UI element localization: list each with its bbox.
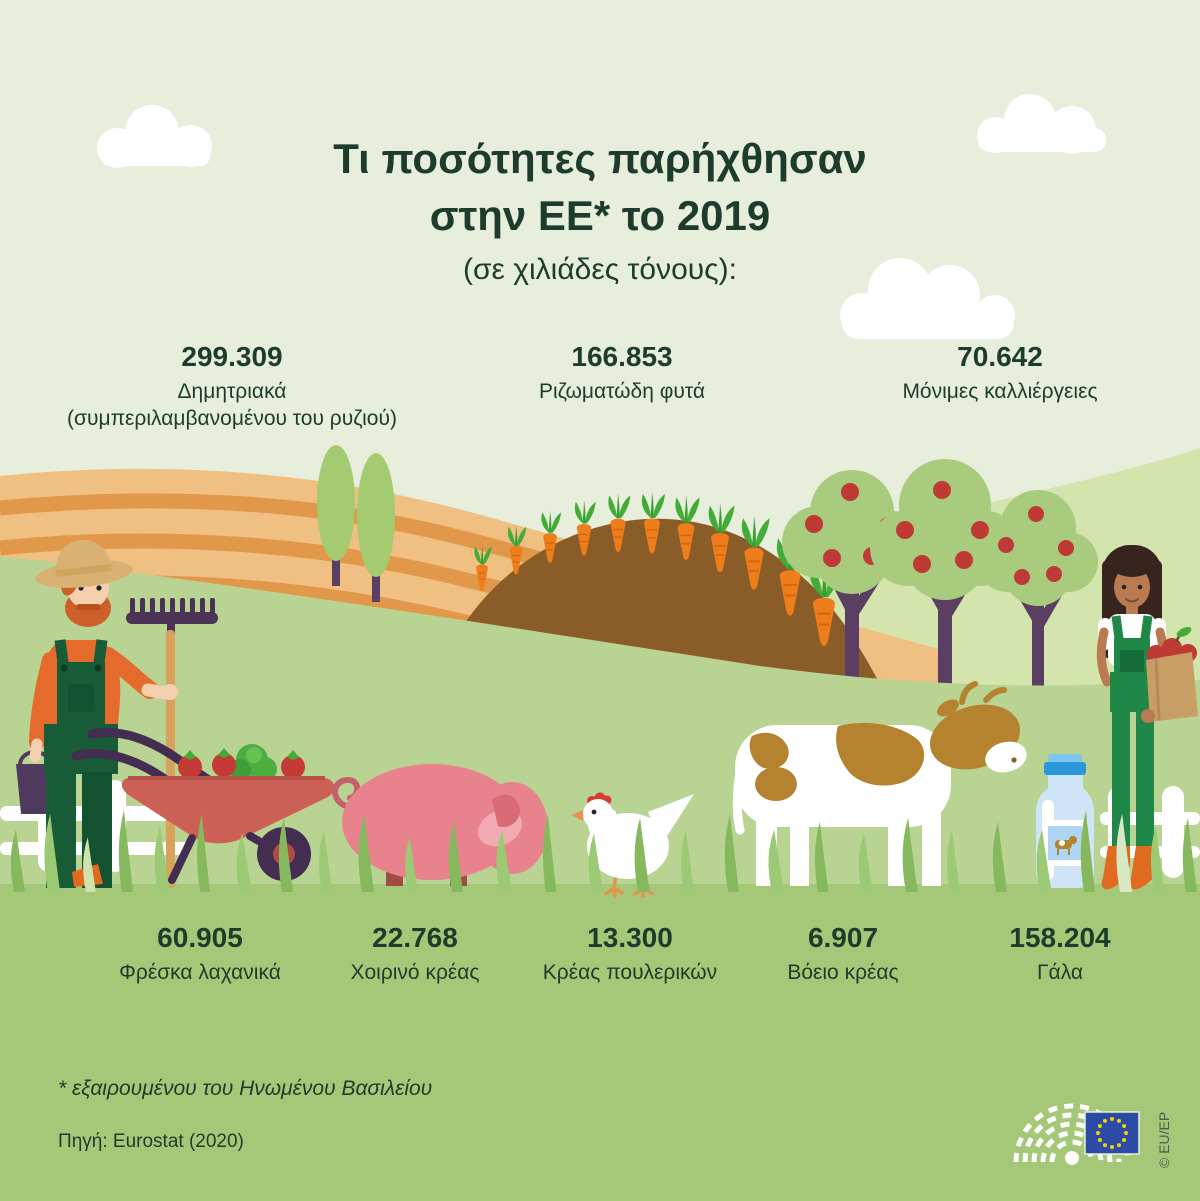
pig-figure [332, 764, 548, 886]
ep-logo [1013, 1103, 1140, 1165]
cow-figure [732, 681, 1027, 886]
stat-sublabel: (συμπεριλαμβανομένου του ρυζιού) [67, 407, 397, 430]
farmer-figure [16, 540, 173, 888]
apple-orchard [782, 459, 1098, 695]
stat-fresh-vegetables: 60.905 Φρέσκα λαχανικά [70, 921, 330, 986]
stat-permanent-crops: 70.642 Μόνιμες καλλιέργειες [840, 340, 1160, 405]
stat-value: 13.300 [587, 922, 673, 953]
stat-root-crops: 166.853 Ριζωματώδη φυτά [462, 340, 782, 405]
stat-label: Δημητριακά [177, 380, 287, 403]
stat-label: Βόειο κρέας [787, 961, 899, 984]
stat-value: 60.905 [157, 922, 243, 953]
stat-label: Ριζωματώδη φυτά [538, 380, 705, 403]
page-title-line1: Τι ποσότητες παρήχθησαν [333, 135, 867, 182]
bottom-grass-band [0, 884, 1200, 1201]
stat-cereals: 299.309 Δημητριακά (συμπεριλαμβανομένου … [12, 340, 452, 432]
page-title-line2: στην ΕΕ* το 2019 [429, 192, 771, 239]
wheelbarrow [71, 727, 335, 884]
cloud-icons [97, 94, 1106, 339]
vegetables [178, 744, 305, 781]
page-subtitle: (σε χιλιάδες τόνους): [463, 253, 737, 286]
cow-label-icon [1055, 836, 1077, 855]
stat-label: Κρέας πουλερικών [542, 961, 718, 984]
apple-bag [1141, 626, 1198, 723]
footnote: * εξαιρουμένου του Ηνωμένου Βασιλείου [58, 1077, 433, 1100]
stat-value: 158.204 [1009, 922, 1111, 953]
eu-flag-icon [1084, 1111, 1140, 1155]
stat-value: 70.642 [957, 341, 1043, 372]
copyright-label: © EU/EP [1156, 1111, 1172, 1168]
stat-label: Φρέσκα λαχανικά [119, 961, 281, 984]
stat-label: Γάλα [1036, 961, 1084, 984]
stat-value: 6.907 [807, 922, 879, 953]
stat-beef: 6.907 Βόειο κρέας [713, 921, 973, 986]
stat-value: 166.853 [571, 341, 673, 372]
cypress-trees [317, 445, 395, 602]
stat-pig-meat: 22.768 Χοιρινό κρέας [285, 921, 545, 986]
stat-poultry-meat: 13.300 Κρέας πουλερικών [500, 921, 760, 986]
stat-milk: 158.204 Γάλα [930, 921, 1190, 986]
apple-tree [976, 490, 1098, 692]
source-credit: Πηγή: Eurostat (2020) [58, 1131, 244, 1152]
stat-value: 22.768 [372, 922, 458, 953]
cloud-icon [840, 258, 1015, 339]
stat-label: Χοιρινό κρέας [350, 961, 480, 984]
stat-label: Μόνιμες καλλιέργειες [902, 380, 1098, 403]
cloud-icon [977, 94, 1106, 154]
title-block: Τι ποσότητες παρήχθησαν στην ΕΕ* το 2019… [0, 130, 1200, 290]
straw-hat [35, 540, 133, 588]
stat-value: 299.309 [181, 341, 283, 372]
chicken-figure [571, 792, 694, 898]
cloud-icon [97, 105, 212, 168]
